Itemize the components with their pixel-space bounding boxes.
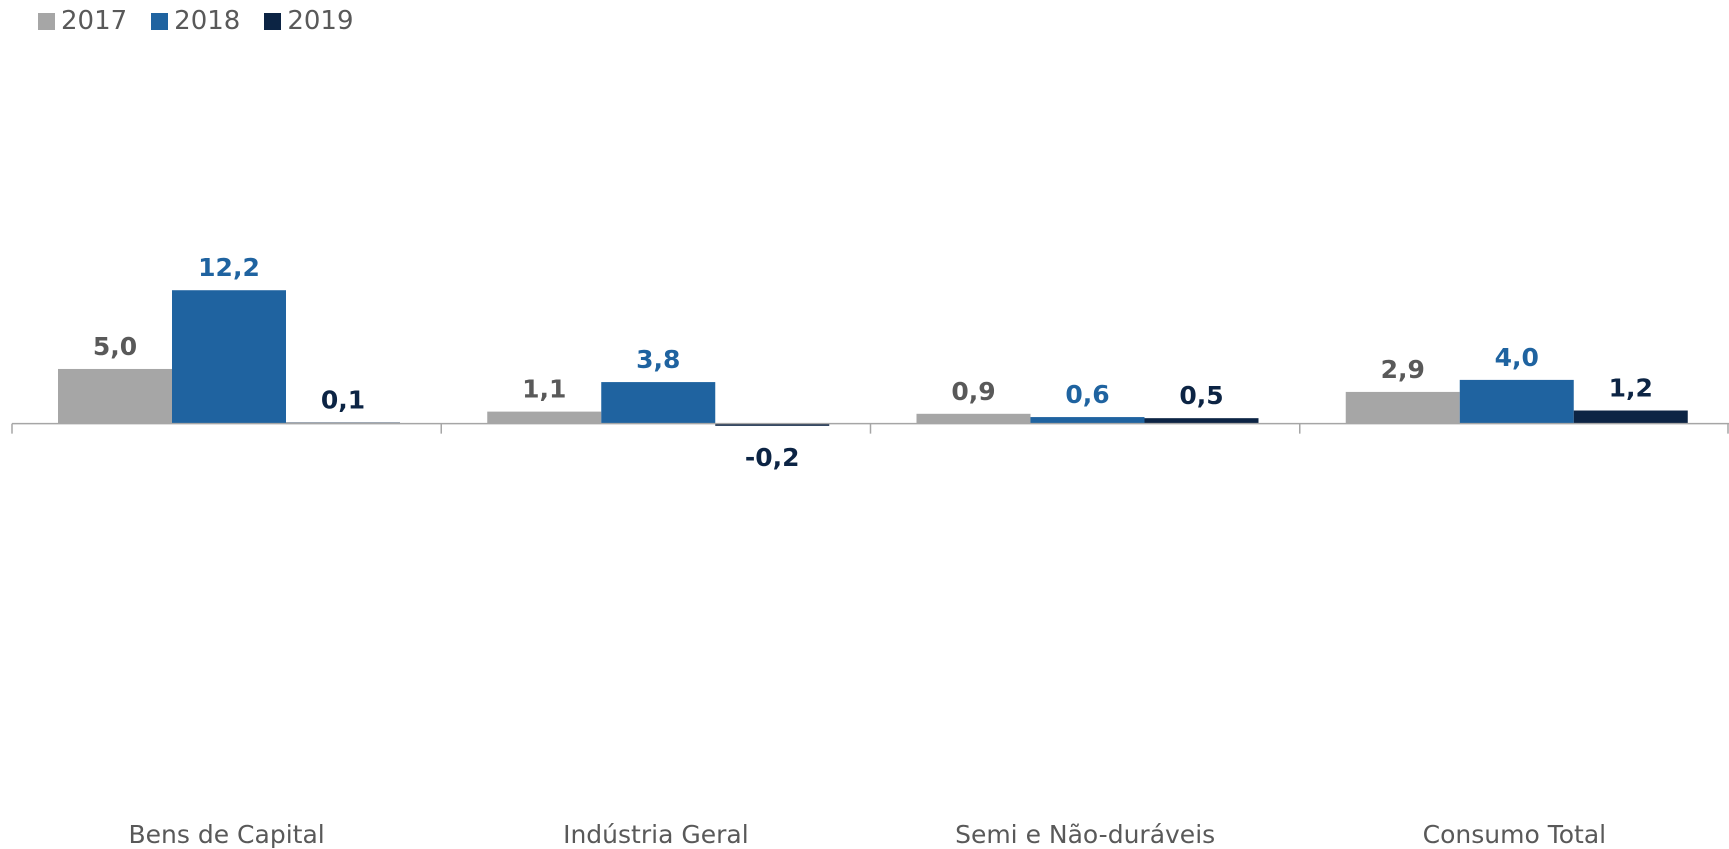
legend-label-2018: 2018 (174, 6, 241, 36)
bar-2018-4 (1459, 379, 1574, 424)
data-label-2019-2: -0,2 (745, 443, 800, 472)
legend-label-2017: 2017 (61, 6, 128, 36)
data-label-2017-2: 1,1 (522, 375, 566, 404)
bar-2019-2 (715, 423, 830, 426)
bar-2018-2 (601, 382, 716, 424)
data-label-2018-1: 12,2 (198, 253, 260, 282)
bar-2018-1 (172, 290, 286, 424)
data-label-2018-2: 3,8 (636, 345, 680, 374)
data-label-2019-4: 1,2 (1609, 374, 1653, 403)
data-label-2017-1: 5,0 (93, 332, 137, 361)
legend-swatch-2017 (38, 12, 55, 30)
bar-2019-4 (1573, 410, 1688, 424)
category-label-3: Semi e Não-duráveis (955, 820, 1215, 849)
bar-2019-3 (1144, 418, 1259, 424)
bar-2017-3 (916, 413, 1031, 424)
data-label-2019-3: 0,5 (1179, 381, 1223, 410)
legend-item-2018: 2018 (151, 6, 240, 36)
bar-2018-3 (1030, 417, 1145, 424)
legend-swatch-2018 (151, 12, 169, 30)
category-label-4: Consumo Total (1423, 820, 1606, 849)
category-label-2: Indústria Geral (563, 820, 749, 849)
data-label-2019-1: 0,1 (321, 386, 365, 415)
data-label-2018-3: 0,6 (1065, 380, 1109, 409)
legend-item-2017: 2017 (38, 6, 127, 36)
bar-2017-1 (58, 368, 172, 424)
bar-2017-2 (487, 411, 602, 424)
legend-item-2019: 2019 (264, 6, 354, 36)
legend-label-2019: 2019 (287, 6, 354, 36)
category-label-1: Bens de Capital (129, 820, 325, 849)
data-label-2018-4: 4,0 (1495, 343, 1539, 372)
data-label-2017-3: 0,9 (951, 377, 995, 406)
legend-swatch-2019 (264, 12, 282, 30)
bar-2017-4 (1345, 391, 1460, 424)
data-label-2017-4: 2,9 (1381, 355, 1425, 384)
chart-legend: 2017 2018 2019 (38, 6, 378, 36)
